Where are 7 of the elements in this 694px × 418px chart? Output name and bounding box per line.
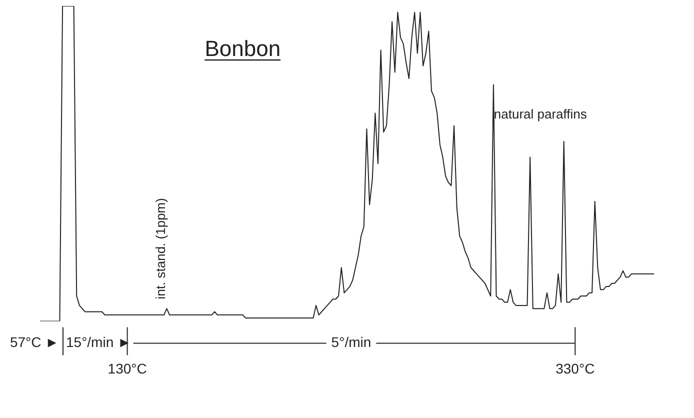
text: 57°C ► bbox=[10, 334, 59, 350]
text: 5°/min bbox=[331, 334, 372, 350]
text: Bonbon bbox=[204, 36, 281, 61]
x-tick-label: 330°C bbox=[556, 360, 595, 376]
annotation: int. stand. (1ppm) bbox=[152, 198, 168, 300]
x-tick-label: 130°C bbox=[108, 360, 147, 376]
annotation: natural paraffins bbox=[494, 106, 588, 122]
